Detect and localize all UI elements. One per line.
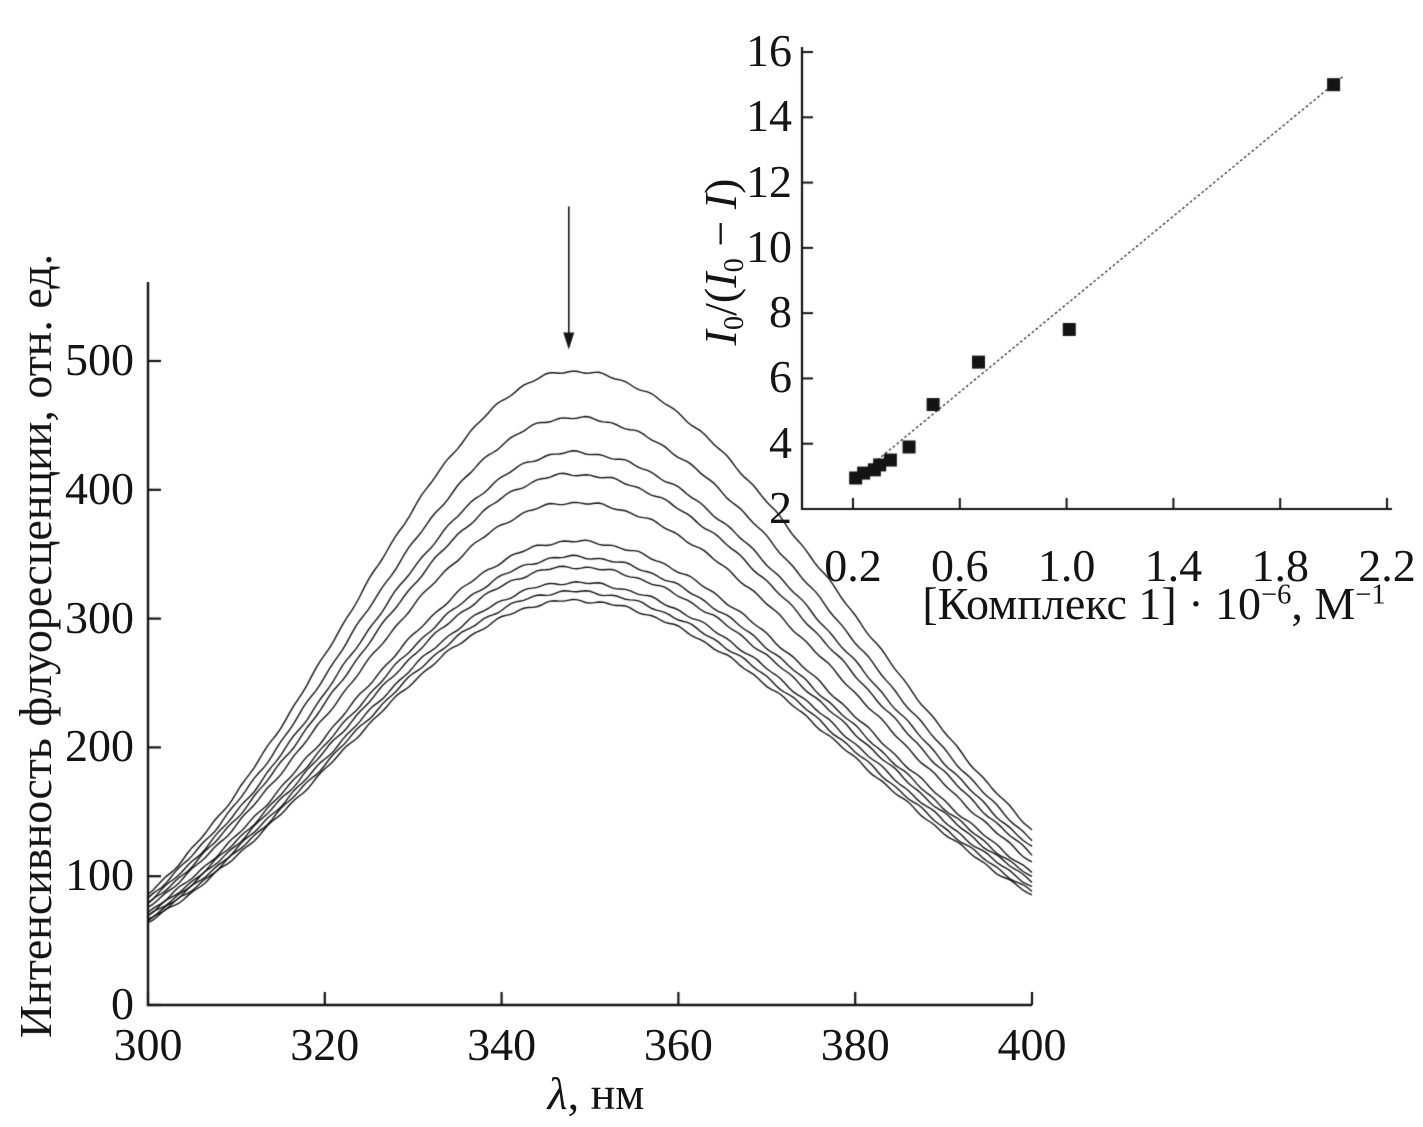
inset-x-axis-label-part-2: , М: [1291, 578, 1356, 629]
main-y-tick-label-0: 0: [111, 978, 134, 1030]
inset-y-tick-label-10: 10: [746, 220, 792, 272]
inset-y-tick-label-12: 12: [746, 155, 792, 207]
main-y-tick-label-500: 500: [65, 334, 134, 386]
main-x-tick-label-360: 360: [643, 1019, 713, 1070]
inset-y-tick-label-14: 14: [746, 90, 792, 142]
inset-x-axis-label-part-0: [Комплекс 1] · 10: [922, 578, 1262, 629]
inset-y-tick-label-4: 4: [769, 416, 792, 468]
main-x-axis-label: λ, нм: [548, 1071, 645, 1117]
inset-x-axis-label-part-1: −6: [1261, 579, 1292, 611]
main-y-tick-label-400: 400: [65, 462, 134, 514]
inset-x-tick-label-0.2: 0.2: [824, 540, 882, 591]
inset-x-tick-label-1.8: 1.8: [1251, 540, 1309, 591]
main-x-tick-label-380: 380: [820, 1019, 890, 1070]
main-x-tick-label-340: 340: [467, 1019, 537, 1070]
main-x-axis-label-part-0: λ: [547, 1068, 568, 1119]
main-x-tick-label-300: 300: [113, 1019, 183, 1070]
main-x-tick-label-320: 320: [290, 1019, 360, 1070]
main-y-tick-label-200: 200: [65, 720, 134, 772]
inset-x-tick-label-2.2: 2.2: [1358, 540, 1416, 591]
main-x-tick-label-400: 400: [997, 1019, 1067, 1070]
main-y-tick-label-100: 100: [65, 849, 134, 901]
inset-y-tick-label-6: 6: [769, 351, 792, 403]
inset-y-tick-label-16: 16: [746, 25, 792, 77]
inset-y-tick-label-2: 2: [769, 482, 792, 534]
inset-y-axis-label-part-3: I: [695, 272, 746, 288]
main-y-tick-label-300: 300: [65, 591, 134, 643]
inset-x-tick-label-1.0: 1.0: [1037, 540, 1096, 591]
inset-y-tick-label-8: 8: [769, 286, 792, 338]
main-x-axis-label-part-1: , нм: [567, 1068, 645, 1119]
inset-x-axis-label: [Комплекс 1] · 10−6, М−1: [922, 581, 1385, 627]
inset-x-tick-label-1.4: 1.4: [1144, 540, 1203, 591]
inset-x-tick-label-0.6: 0.6: [931, 540, 989, 591]
inset-x-axis-label-part-3: −1: [1355, 579, 1386, 611]
